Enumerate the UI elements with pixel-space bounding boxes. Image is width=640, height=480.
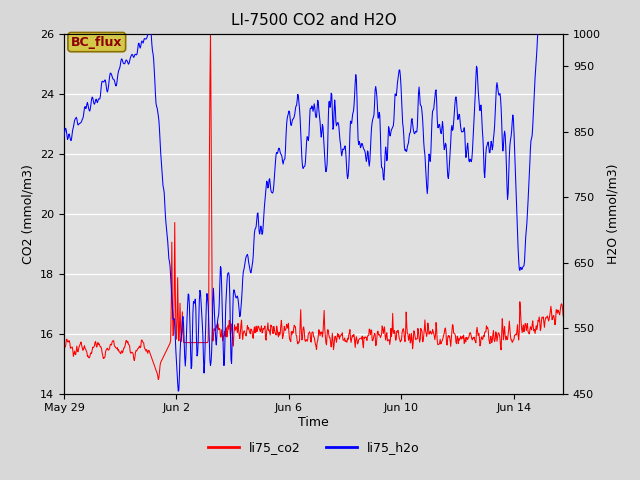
Legend: li75_co2, li75_h2o: li75_co2, li75_h2o [203,436,424,459]
Title: LI-7500 CO2 and H2O: LI-7500 CO2 and H2O [231,13,396,28]
X-axis label: Time: Time [298,416,329,429]
Text: BC_flux: BC_flux [71,36,122,48]
Y-axis label: CO2 (mmol/m3): CO2 (mmol/m3) [22,164,35,264]
Y-axis label: H2O (mmol/m3): H2O (mmol/m3) [607,163,620,264]
